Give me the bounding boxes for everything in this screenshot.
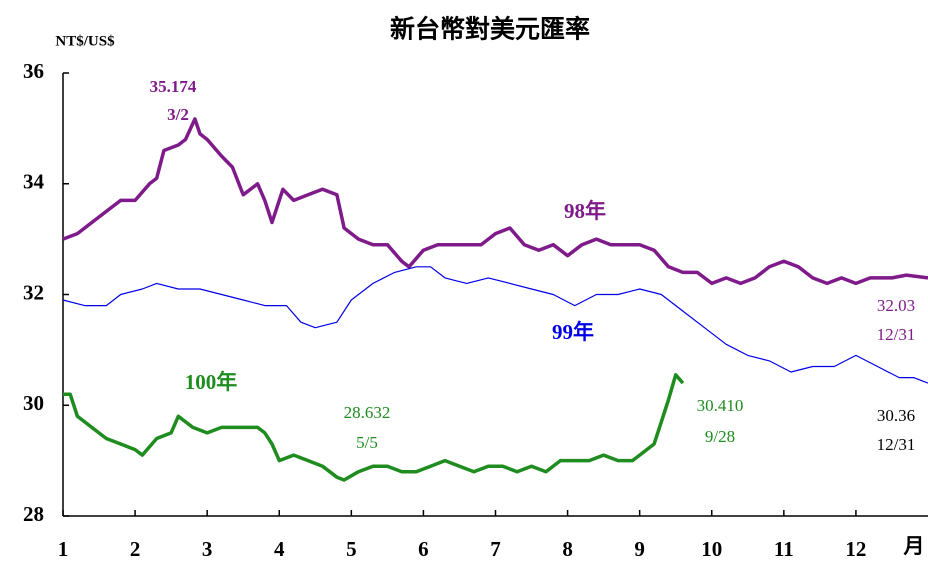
x-tick-label: 1: [58, 537, 69, 561]
annotation: 3/2: [167, 105, 189, 124]
series-line: [62, 266, 928, 384]
series-line: [62, 117, 928, 286]
x-tick-label: 4: [274, 537, 285, 561]
y-tick-label: 36: [23, 59, 44, 83]
x-tick-label: 3: [202, 537, 213, 561]
annotation: 100年: [185, 370, 238, 394]
annotation: 32.03: [877, 296, 915, 315]
x-tick-label: 9: [634, 537, 645, 561]
annotation: 5/5: [356, 433, 378, 452]
annotation: 99年: [552, 320, 594, 344]
y-tick-label: 32: [23, 280, 44, 304]
annotation: 98年: [564, 199, 606, 223]
chart-title: 新台幣對美元匯率: [390, 15, 590, 44]
annotation: 12/31: [877, 435, 916, 454]
x-tick-label: 12: [845, 537, 866, 561]
y-axis-label: NT$/US$: [55, 33, 115, 49]
annotation: 30.410: [697, 396, 744, 415]
x-tick-label: 11: [774, 537, 794, 561]
annotation: 30.36: [877, 406, 915, 425]
x-tick-label: 7: [490, 537, 501, 561]
x-tick-label: 10: [701, 537, 722, 561]
x-tick-label: 2: [130, 537, 141, 561]
annotation: 35.174: [150, 77, 197, 96]
annotation: 28.632: [344, 403, 391, 422]
y-tick-label: 30: [23, 391, 44, 415]
x-tick-label: 6: [418, 537, 429, 561]
annotation: 12/31: [877, 325, 916, 344]
y-tick-label: 28: [23, 502, 44, 526]
series-line: [63, 373, 685, 482]
x-tick-label: 8: [562, 537, 573, 561]
x-axis-label: 月: [903, 534, 925, 558]
y-tick-label: 34: [23, 170, 45, 194]
x-tick-label: 5: [346, 537, 357, 561]
annotation: 9/28: [705, 427, 735, 446]
